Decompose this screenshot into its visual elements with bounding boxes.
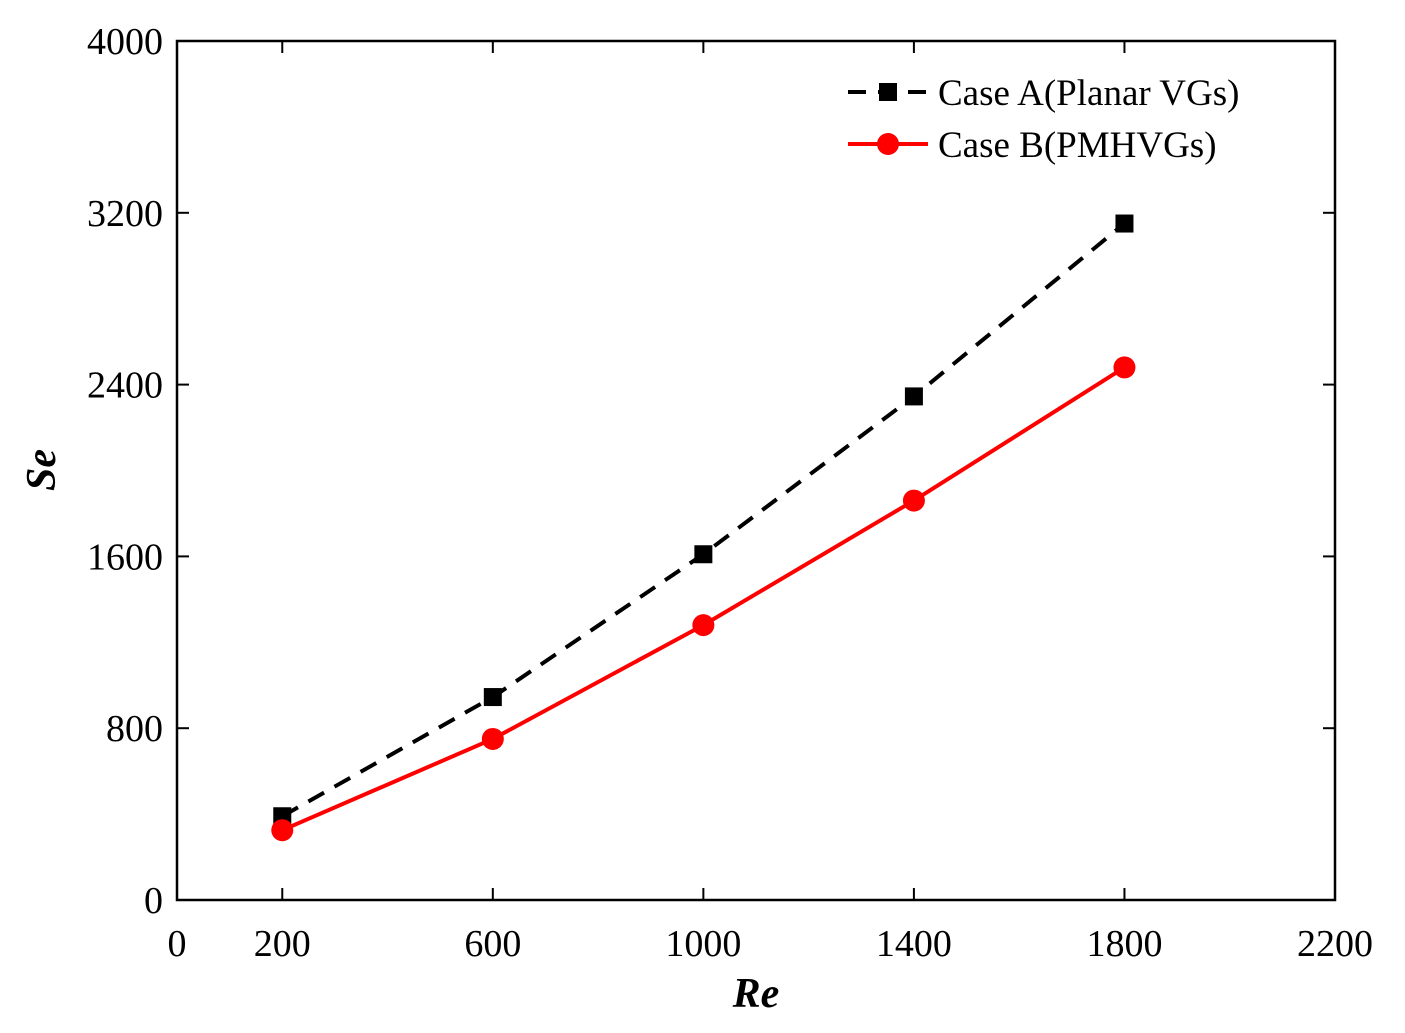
data-point <box>694 545 713 564</box>
series-line <box>281 221 1126 818</box>
x-tick-label: 0 <box>168 923 187 965</box>
legend-item: Case A(Planar VGs) <box>848 73 1239 114</box>
y-axis-label: Se <box>19 449 65 491</box>
legend: Case A(Planar VGs) Case B(PMHVGs) <box>848 73 1239 166</box>
y-tick-label: 4000 <box>87 21 163 63</box>
x-tick-label: 2200 <box>1297 923 1373 965</box>
series-line <box>281 365 1126 833</box>
plot-frame <box>175 39 1337 902</box>
y-tick-label: 3200 <box>87 193 163 235</box>
series-case-a <box>273 214 1134 826</box>
data-point <box>1115 214 1134 233</box>
legend-label: Case A(Planar VGs) <box>938 73 1239 114</box>
data-point <box>692 614 715 637</box>
series-layer <box>271 214 1136 842</box>
y-tick-label: 800 <box>106 708 163 750</box>
x-tick-label: 200 <box>254 923 311 965</box>
axis-ticks: 0 200 600 1000 1400 1800 2200 0 800 1600 2400 3200 4… <box>87 21 1373 965</box>
data-point <box>481 727 504 750</box>
x-tick-label: 1400 <box>876 923 952 965</box>
x-tick-label: 1000 <box>665 923 741 965</box>
data-point <box>1113 356 1136 379</box>
y-tick-label: 2400 <box>87 365 163 407</box>
series-case-b <box>271 356 1136 842</box>
legend-label: Case B(PMHVGs) <box>938 125 1217 166</box>
data-point <box>271 819 294 842</box>
data-point <box>902 489 925 512</box>
data-point <box>904 387 923 406</box>
y-tick-label: 0 <box>144 880 163 922</box>
legend-item: Case B(PMHVGs) <box>848 125 1217 166</box>
y-tick-label: 1600 <box>87 536 163 578</box>
x-tick-label: 600 <box>464 923 521 965</box>
legend-marker <box>879 83 897 101</box>
legend-marker <box>877 133 899 155</box>
x-tick-label: 1800 <box>1086 923 1162 965</box>
data-point <box>483 688 502 707</box>
x-axis-label: Re <box>732 971 780 1017</box>
